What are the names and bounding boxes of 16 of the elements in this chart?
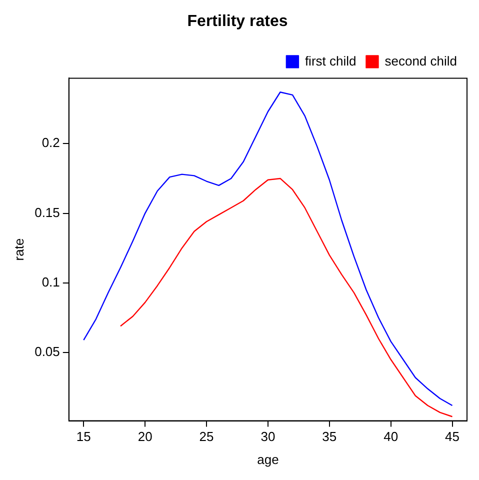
legend-label: first child [304, 53, 356, 68]
y-tick-label: 0.15 [34, 204, 60, 220]
y-tick-label: 0.2 [42, 135, 60, 150]
x-tick-label: 25 [199, 429, 214, 444]
x-tick-label: 15 [76, 429, 91, 444]
y-tick-label: 0.05 [34, 344, 60, 360]
x-tick-label: 45 [445, 429, 460, 444]
y-axis-title: rate [11, 238, 26, 261]
x-tick-label: 20 [138, 429, 152, 444]
legend-label: second child [384, 53, 458, 68]
x-axis-title: age [257, 452, 279, 467]
x-tick-label: 40 [384, 429, 398, 444]
y-tick-label: 0.1 [42, 274, 60, 290]
x-tick-label: 35 [322, 429, 337, 444]
x-tick-label: 30 [260, 429, 276, 444]
chart-title: Fertility rates [187, 13, 288, 30]
